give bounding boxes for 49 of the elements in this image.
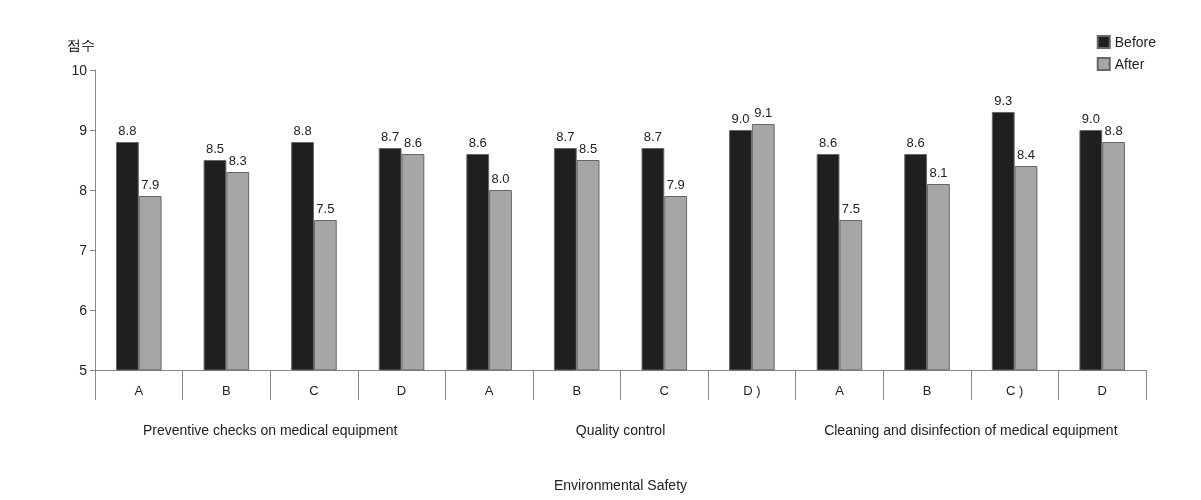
data-label: 8.6 <box>403 135 422 150</box>
x-tick-label: A <box>134 383 144 398</box>
legend-label: Before <box>1114 34 1157 50</box>
x-tick-label: B <box>222 383 231 398</box>
data-label: 8.7 <box>556 129 575 144</box>
y-tick-label: 6 <box>79 302 88 318</box>
data-label: 7.9 <box>141 177 160 192</box>
x-tick-label: A <box>484 383 494 398</box>
data-label: 9.0 <box>1081 111 1100 126</box>
y-tick-label: 7 <box>79 242 88 258</box>
data-label: 8.7 <box>381 129 400 144</box>
data-label: 8.3 <box>228 153 247 168</box>
legend-label: After <box>1114 56 1145 72</box>
x-tick-label: B <box>922 383 932 398</box>
data-label: 7.9 <box>666 177 685 192</box>
data-label: 8.6 <box>819 135 838 150</box>
data-label: 9.3 <box>994 93 1013 108</box>
text: Quality control <box>575 421 666 438</box>
text: Preventive checks on medical equipment <box>142 421 398 438</box>
y-tick-label: 10 <box>71 62 88 78</box>
data-label: 9.0 <box>731 111 750 126</box>
y-tick-label: 8 <box>79 182 88 198</box>
data-label: 8.7 <box>643 129 662 144</box>
data-label: 7.5 <box>841 201 860 216</box>
data-label: 8.6 <box>906 135 925 150</box>
x-tick-label: D <box>1097 383 1107 398</box>
data-label: 8.1 <box>929 165 948 180</box>
y-axis-title: 점수 <box>67 37 95 53</box>
text: Cleaning and disinfection of medical equipment <box>824 421 1118 438</box>
data-label: 8.6 <box>468 135 487 150</box>
data-label: 8.8 <box>118 123 137 138</box>
data-label: 8.5 <box>205 141 225 156</box>
x-tick-label: C ) <box>1005 383 1024 398</box>
x-tick-label: C <box>309 383 319 398</box>
y-tick-label: 9 <box>79 122 88 138</box>
text: Environmental Safety <box>553 476 688 493</box>
data-label: 7.5 <box>316 201 335 216</box>
data-label: 8.5 <box>579 141 598 156</box>
x-tick-label: D ) <box>743 383 761 398</box>
y-tick-label: 5 <box>79 362 88 378</box>
data-label: 8.0 <box>491 171 510 186</box>
x-tick-label: A <box>835 383 845 398</box>
x-tick-label: C <box>659 383 669 398</box>
data-label: 9.1 <box>754 105 773 120</box>
x-tick-label: B <box>572 383 582 398</box>
data-label: 8.8 <box>1104 123 1123 138</box>
data-label: 8.4 <box>1016 147 1036 162</box>
x-tick-label: D <box>396 383 407 398</box>
data-label: 8.8 <box>293 123 312 138</box>
